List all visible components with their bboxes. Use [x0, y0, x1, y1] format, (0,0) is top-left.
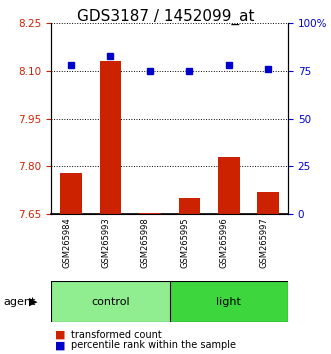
Bar: [100, 61, 121, 214]
Text: GSM265997: GSM265997: [259, 218, 268, 268]
Text: ▶: ▶: [29, 297, 37, 307]
Bar: [218, 157, 240, 214]
Text: GSM265984: GSM265984: [62, 218, 71, 268]
Text: GDS3187 / 1452099_at: GDS3187 / 1452099_at: [77, 9, 254, 25]
Bar: [258, 192, 279, 214]
Text: GSM265996: GSM265996: [220, 218, 229, 268]
Text: GSM265993: GSM265993: [102, 218, 111, 268]
Text: control: control: [91, 297, 130, 307]
Text: GSM265995: GSM265995: [180, 218, 189, 268]
Text: percentile rank within the sample: percentile rank within the sample: [71, 340, 236, 350]
Bar: [60, 173, 82, 214]
Text: ■: ■: [55, 330, 65, 339]
Bar: [139, 212, 161, 214]
Text: transformed count: transformed count: [71, 330, 162, 339]
Bar: [178, 198, 200, 214]
Text: GSM265998: GSM265998: [141, 218, 150, 268]
Text: ■: ■: [55, 340, 65, 350]
Text: agent: agent: [3, 297, 36, 307]
Text: light: light: [216, 297, 241, 307]
